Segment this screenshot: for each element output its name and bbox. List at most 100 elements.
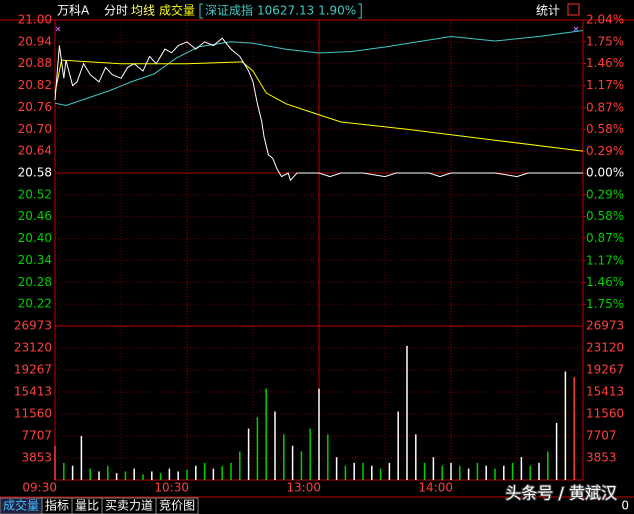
volume-bar <box>388 462 391 480</box>
y-tick-label: 20.22 <box>18 297 52 311</box>
y-tick-label: 20.82 <box>18 78 52 92</box>
stat-box[interactable] <box>567 3 580 16</box>
volume-bar <box>529 465 531 480</box>
y-tick-label: 21.00 <box>18 13 52 27</box>
tab-label[interactable]: 竞价图 <box>159 499 195 513</box>
volume-bar <box>335 457 338 480</box>
volume-bar <box>54 445 56 480</box>
series-line <box>54 37 583 182</box>
tab-label[interactable]: 成交量 <box>3 498 39 513</box>
y-tick-label: 20.28 <box>18 275 52 289</box>
legend-index: 深证成指 <box>205 3 253 18</box>
volume-tick-label: 19267 <box>14 362 52 376</box>
volume-bar <box>107 465 109 480</box>
y2-tick-label: 1.75% <box>586 34 624 48</box>
volume-bar <box>432 457 435 480</box>
x-tick-label: 10:30 <box>154 481 189 495</box>
y-tick-label: 20.70 <box>18 122 52 136</box>
bracket-right <box>358 3 362 19</box>
volume-bar <box>89 468 91 480</box>
x-tick-label: 09:30 <box>22 481 57 495</box>
volume-bar <box>142 474 144 480</box>
volume-bar <box>511 462 514 480</box>
y2-tick-label: 0.58% <box>586 122 624 136</box>
y-tick-label: 20.64 <box>18 144 52 158</box>
volume-bar <box>547 451 549 480</box>
volume-bar <box>239 451 241 480</box>
stat-button[interactable]: 统计 <box>536 4 560 18</box>
y2-tick-label: 0.87% <box>586 231 624 245</box>
volume-bar <box>186 469 188 480</box>
stock-name: 万科A <box>57 4 90 18</box>
volume-bar <box>353 462 355 480</box>
tab-label[interactable]: 量比 <box>75 499 99 513</box>
volume-tick-label-right: 11560 <box>586 406 624 420</box>
volume-bar <box>195 465 197 480</box>
volume-bar <box>494 468 496 480</box>
y-tick-label: 20.46 <box>18 209 52 223</box>
volume-bar <box>344 465 347 480</box>
tab-label[interactable]: 指标 <box>45 498 69 513</box>
volume-bar <box>362 462 364 480</box>
legend-average: 均线 <box>131 4 155 18</box>
volume-tick-label-right: 3853 <box>586 451 617 465</box>
tabs: 成交量 指标 量比 买卖力道 竞价图 <box>0 497 199 514</box>
y-tick-label: 20.40 <box>18 231 52 245</box>
volume-bar <box>520 457 523 480</box>
y2-tick-label: 1.46% <box>586 56 624 70</box>
x-tick-label: 13:00 <box>286 481 321 495</box>
y-tick-label: 20.34 <box>18 253 52 267</box>
volume-tick-label-right: 26973 <box>586 319 624 333</box>
volume-bar <box>327 434 329 480</box>
volume-bar <box>573 377 575 480</box>
y2-tick-label: 0.29% <box>586 144 624 158</box>
y-tick-label: 20.76 <box>18 100 52 114</box>
tab-label[interactable]: 买卖力道 <box>105 499 153 513</box>
y2-tick-label: 1.75% <box>586 297 624 311</box>
y2-tick-label: 1.46% <box>586 275 624 289</box>
y2-tick-label: 1.17% <box>586 253 624 267</box>
volume-bar <box>80 436 83 480</box>
volume-bar <box>459 465 461 480</box>
volume-bar <box>485 465 487 480</box>
volume-tick-label-right: 23120 <box>586 340 624 354</box>
y2-tick-label: 0.87% <box>586 100 624 114</box>
tab[interactable]: 成交量 <box>0 497 43 514</box>
volume-bar <box>415 434 417 480</box>
volume-bar <box>283 434 285 480</box>
volume-bar <box>406 345 408 480</box>
volume-bar <box>212 468 215 480</box>
volume-bar <box>159 473 162 480</box>
volume-bar <box>397 411 399 480</box>
volume-tick-label-right: 15413 <box>586 385 624 399</box>
volume-bar <box>63 462 65 480</box>
volume-tick-label: 7707 <box>21 428 52 442</box>
volume-tick-label-right: 7707 <box>586 428 617 442</box>
y2-tick-label: 0.00% <box>586 166 624 180</box>
y-tick-label: 20.88 <box>18 56 52 70</box>
legend-volume: 成交量 <box>159 3 195 18</box>
volume-bar <box>151 471 153 480</box>
volume-tick-label: 23120 <box>14 340 52 354</box>
volume-bar <box>115 473 118 480</box>
volume-tick-label: 26973 <box>14 319 52 333</box>
y2-tick-label: 2.04% <box>586 13 624 27</box>
tab[interactable]: 竞价图 <box>155 497 199 514</box>
tab[interactable]: 量比 <box>71 497 103 514</box>
volume-bar <box>124 471 127 480</box>
volume-bar <box>476 462 479 480</box>
legend-price: 分时 <box>104 4 128 18</box>
volume-bar <box>555 422 558 480</box>
x-tick-label: 14:00 <box>418 481 453 495</box>
volume-bar <box>309 428 311 480</box>
volume-bar <box>177 471 179 480</box>
tab[interactable]: 买卖力道 <box>101 497 157 514</box>
volume-bar <box>503 465 505 480</box>
tab-box[interactable] <box>155 497 199 514</box>
volume-bar <box>423 462 426 480</box>
tab[interactable]: 指标 <box>41 497 73 514</box>
y2-tick-label: 0.29% <box>586 187 624 201</box>
volume-bar <box>538 462 540 480</box>
